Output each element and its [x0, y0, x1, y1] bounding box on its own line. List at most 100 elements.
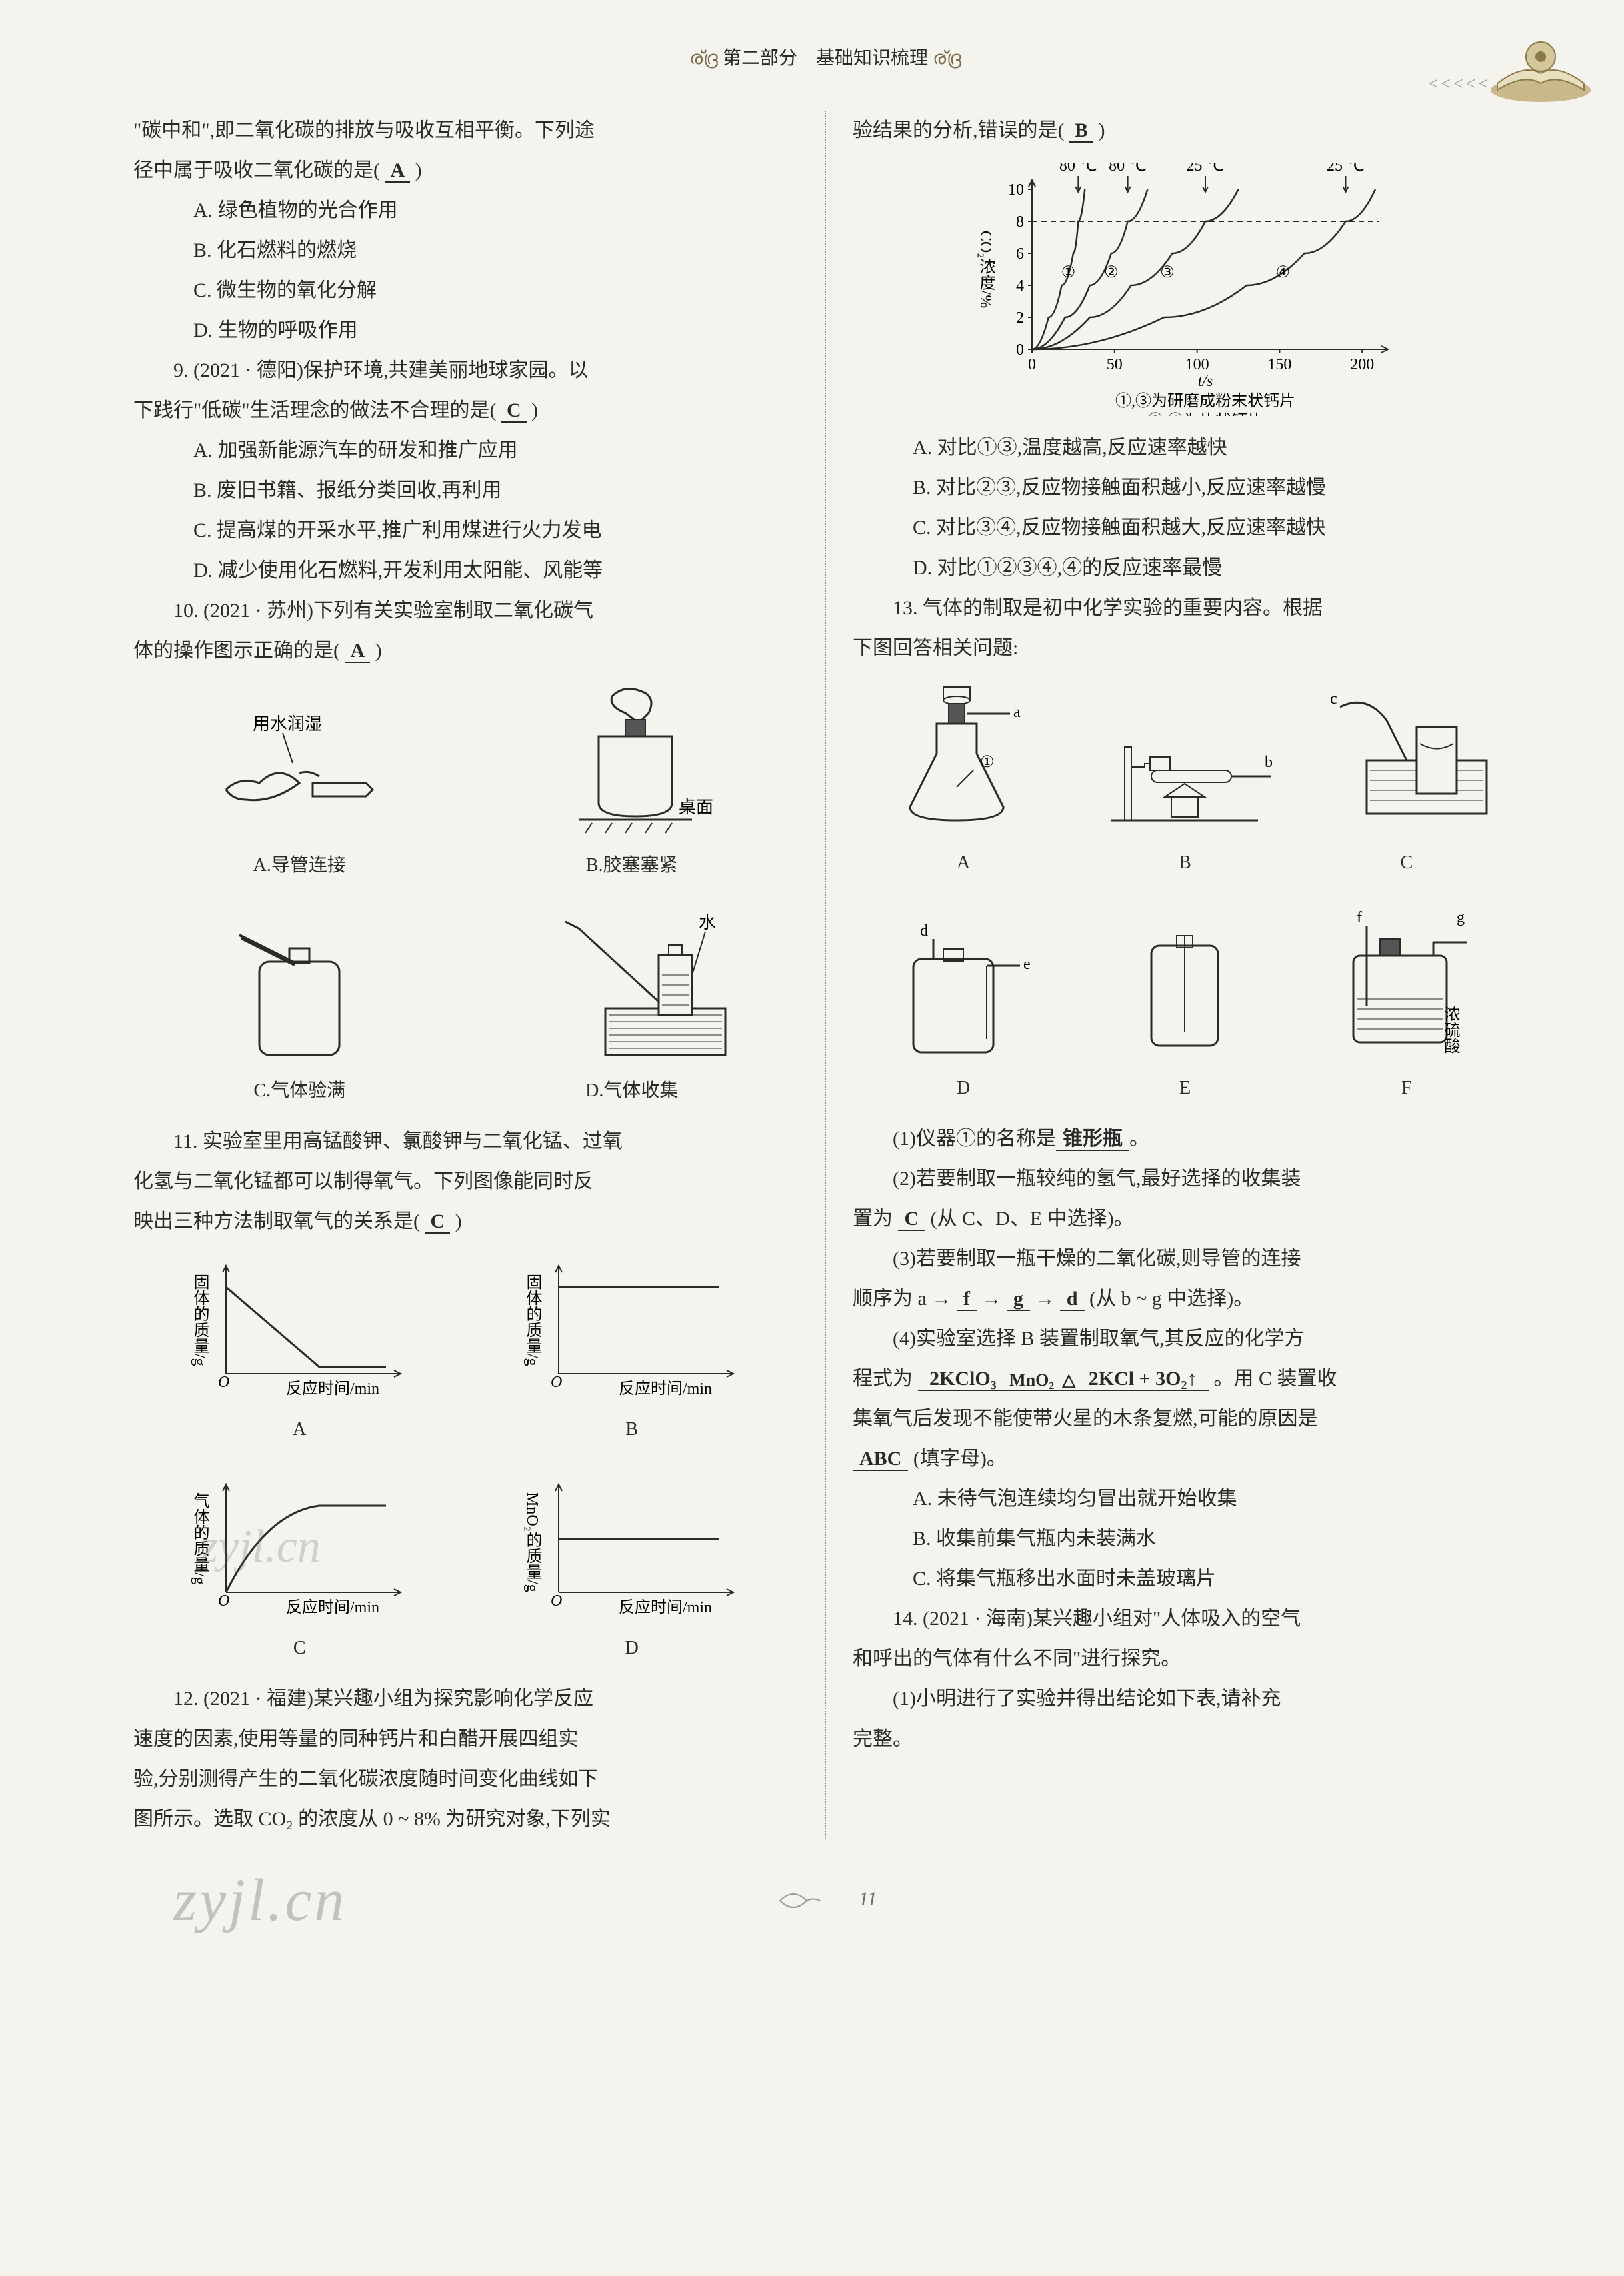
svg-text:80 ℃: 80 ℃: [1059, 163, 1097, 175]
svg-text:8: 8: [1016, 213, 1024, 231]
deco-left: ര്ദ്ര: [689, 48, 718, 69]
q10-figD: 水 D.气体收集: [466, 908, 799, 1110]
svg-text:②,④为片状钙片: ②,④为片状钙片: [1147, 412, 1263, 416]
q10-capA: A.导管连接: [133, 847, 466, 884]
svg-text:O: O: [218, 1374, 229, 1391]
q13-figB: b B: [1074, 680, 1295, 882]
q11-xB: 反应时间/min: [619, 1380, 712, 1398]
q13-1: (1)仪器①的名称是锥形瓶。: [853, 1119, 1517, 1159]
svg-text:80 ℃: 80 ℃: [1109, 163, 1147, 175]
chevrons: <<<<<: [1429, 67, 1491, 101]
svg-text:O: O: [551, 1374, 562, 1391]
q12-optC: C. 对比③④,反应物接触面积越大,反应速率越快: [853, 508, 1517, 548]
q12-optB: B. 对比②③,反应物接触面积越小,反应速率越慢: [853, 468, 1517, 508]
q10-figA: 用水润湿 A.导管连接: [133, 710, 466, 884]
svg-text:2: 2: [1016, 309, 1024, 327]
q13-a: a: [1013, 704, 1021, 721]
q11-figB: 固体的质量/g O 反应时间/min B: [466, 1254, 799, 1448]
q13-1-ans: 锥形瓶: [1056, 1128, 1129, 1151]
q13-c: c: [1330, 690, 1337, 708]
q11-xC: 反应时间/min: [286, 1598, 379, 1616]
q8-optD: D. 生物的呼吸作用: [133, 311, 798, 351]
column-divider: [825, 111, 826, 1839]
q9-optB: B. 废旧书籍、报纸分类回收,再利用: [133, 471, 798, 511]
q13-g: g: [1457, 909, 1465, 926]
q13-row2: d e D E f: [853, 894, 1517, 1119]
svg-text:0: 0: [1016, 341, 1024, 359]
q11-answer: C: [425, 1210, 451, 1234]
q13-capA: A: [853, 844, 1074, 882]
q11-line3: 映出三种方法制取氧气的关系是( C ): [133, 1202, 798, 1242]
q14-1b: 完整。: [853, 1719, 1517, 1759]
q9-line2: 下践行"低碳"生活理念的做法不合理的是( C ): [133, 391, 798, 431]
q10-hand-label: 用水润湿: [253, 714, 322, 734]
q12-optA: A. 对比①③,温度越高,反应速率越快: [853, 428, 1517, 468]
q13-2b: 置为 C (从 C、D、E 中选择)。: [853, 1199, 1517, 1239]
q13-d: d: [920, 922, 928, 940]
q12-line3: 验,分别测得产生的二氧化碳浓度随时间变化曲线如下: [133, 1759, 798, 1799]
q13-4C: C. 将集气瓶移出水面时未盖玻璃片: [853, 1559, 1517, 1599]
q10-row2: C.气体验满 水: [133, 896, 798, 1122]
q9-answer: C: [501, 399, 527, 423]
q12-chart: 0246810050100150200①80 ℃②80 ℃③25 ℃④25 ℃C…: [853, 163, 1517, 416]
svg-text:10: 10: [1008, 181, 1024, 199]
q13-figA: a ① A: [853, 680, 1074, 882]
q11-row2: 气体的质量/g O 反应时间/min C MnO₂的质量/g: [133, 1460, 798, 1679]
q11-yB: 固体的质量/g: [523, 1274, 542, 1366]
q13-3b: 顺序为 a → f → g → d (从 b ~ g 中选择)。: [853, 1279, 1517, 1319]
q12-optD: D. 对比①②③④,④的反应速率最慢: [853, 548, 1517, 588]
svg-text:4: 4: [1016, 277, 1024, 295]
svg-text:①: ①: [1061, 264, 1075, 281]
q14-line1: 14. (2021 · 海南)某兴趣小组对"人体吸入的空气: [853, 1599, 1517, 1639]
svg-text:200: 200: [1350, 356, 1374, 373]
left-column: "碳中和",即二氧化碳的排放与吸收互相平衡。下列途 径中属于吸收二氧化碳的是( …: [133, 111, 798, 1839]
part-title: 基础知识梳理: [816, 48, 928, 69]
q14-line2: 和呼出的气体有什么不同"进行探究。: [853, 1639, 1517, 1679]
q10-line2: 体的操作图示正确的是( A ): [133, 631, 798, 671]
q13-2a: (2)若要制取一瓶较纯的氢气,最好选择的收集装: [853, 1159, 1517, 1199]
svg-text:25 ℃: 25 ℃: [1186, 163, 1224, 175]
q11-capA: A: [133, 1411, 466, 1448]
q11-xA: 反应时间/min: [286, 1380, 379, 1398]
q12-line2: 速度的因素,使用等量的同种钙片和白醋开展四组实: [133, 1719, 798, 1759]
q13-figC: c C: [1296, 680, 1517, 882]
q11-yA: 固体的质量/g: [191, 1274, 209, 1366]
deco-right: ര്ദ്ര: [933, 48, 961, 69]
q13-3-ans1: f: [957, 1288, 977, 1311]
q8-optC: C. 微生物的氧化分解: [133, 271, 798, 311]
q13-capF: F: [1296, 1070, 1517, 1107]
q8-line2: 径中属于吸收二氧化碳的是( A ): [133, 151, 798, 191]
q13-figE: E: [1074, 919, 1295, 1107]
q13-b: b: [1265, 754, 1273, 771]
q13-4a: (4)实验室选择 B 装置制取氧气,其反应的化学方: [853, 1319, 1517, 1359]
q11-xD: 反应时间/min: [619, 1598, 712, 1616]
q11-line1: 11. 实验室里用高锰酸钾、氯酸钾与二氧化锰、过氧: [133, 1122, 798, 1162]
q13-capB: B: [1074, 844, 1295, 882]
watermark: zyjl.cn: [173, 1841, 347, 1961]
q13-figD: d e D: [853, 919, 1074, 1107]
part-label: 第二部分: [723, 48, 797, 69]
q10-capB: B.胶塞塞紧: [466, 847, 799, 884]
q13-3-ans3: d: [1060, 1288, 1085, 1311]
q13-capE: E: [1074, 1070, 1295, 1107]
q9-optD: D. 减少使用化石燃料,开发利用太阳能、风能等: [133, 551, 798, 591]
q13-3-ans2: g: [1007, 1288, 1030, 1311]
q13-4d: 集氧气后发现不能使带火星的木条复燃,可能的原因是: [853, 1399, 1517, 1439]
svg-text:150: 150: [1267, 356, 1291, 373]
svg-text:CO₂浓度/%: CO₂浓度/%: [977, 231, 995, 308]
watermark-mid: zyjl.cn: [200, 1500, 321, 1594]
q13-circle: ①: [980, 754, 995, 771]
svg-text:t/s: t/s: [1197, 373, 1213, 390]
q8-optA: A. 绿色植物的光合作用: [133, 191, 798, 231]
q11-figD: MnO₂的质量/g O 反应时间/min D: [466, 1472, 799, 1667]
svg-text:100: 100: [1185, 356, 1209, 373]
q13-2-ans: C: [898, 1208, 926, 1231]
q8-line1: "碳中和",即二氧化碳的排放与吸收互相平衡。下列途: [133, 111, 798, 151]
q13-line2: 下图回答相关问题:: [853, 628, 1517, 668]
q10-water-label: 水: [699, 913, 716, 932]
right-column: 验结果的分析,错误的是( B ) 0246810050100150200①80 …: [853, 111, 1517, 1839]
q13-capD: D: [853, 1070, 1074, 1107]
book-icon: [1484, 27, 1597, 107]
svg-text:①,③为研磨成粉末状钙片: ①,③为研磨成粉末状钙片: [1115, 392, 1295, 410]
q13-acid: 浓硫酸: [1441, 1006, 1460, 1054]
